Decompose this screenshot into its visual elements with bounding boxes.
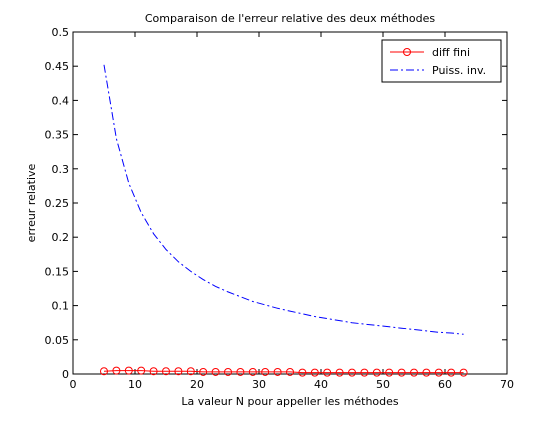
y-tick-label: 0 <box>62 368 69 381</box>
x-tick-label: 60 <box>438 378 452 391</box>
chart-title: Comparaison de l'erreur relative des deu… <box>145 12 436 25</box>
data-point <box>100 367 108 376</box>
y-tick-label: 0.4 <box>52 94 70 107</box>
legend-box <box>381 39 502 83</box>
y-tick-label: 0.2 <box>52 231 70 244</box>
legend-label: Puiss. inv. <box>432 64 486 77</box>
data-point <box>298 368 307 377</box>
data-point <box>434 368 443 377</box>
data-point <box>174 367 183 376</box>
data-point <box>137 366 146 375</box>
x-tick-label: 40 <box>314 378 328 391</box>
x-tick-label: 0 <box>70 378 77 391</box>
y-tick-label: 0.05 <box>45 334 70 347</box>
data-point <box>422 368 431 377</box>
y-tick-label: 0.35 <box>45 129 70 142</box>
data-point <box>447 368 456 377</box>
data-point <box>397 368 406 377</box>
data-point <box>335 368 344 377</box>
axes-layer: 0 10 20 30 40 50 60 70 0 0.05 0.1 0.15 0.2 0.25 0.3 0.3… <box>45 26 515 391</box>
legend-marker <box>403 48 411 56</box>
x-tick-label: 70 <box>500 378 514 391</box>
data-point <box>149 367 158 376</box>
data-point <box>124 366 133 375</box>
legend-label: diff fini <box>432 46 470 59</box>
data-point <box>323 368 332 377</box>
x-tick-label: 30 <box>252 378 266 391</box>
data-point <box>186 367 195 376</box>
x-tick-label: 10 <box>128 378 142 391</box>
data-point <box>248 367 257 376</box>
series-layer <box>100 64 468 377</box>
data-point <box>348 368 356 377</box>
data-point <box>310 368 319 377</box>
y-tick-label: 0.45 <box>45 60 70 73</box>
data-point <box>211 367 220 376</box>
series-line <box>103 370 464 374</box>
y-tick-label: 0.5 <box>52 26 70 39</box>
data-point <box>410 368 418 377</box>
x-tick-label: 20 <box>190 378 204 391</box>
data-point <box>459 368 468 377</box>
y-tick-label: 0.15 <box>45 265 70 278</box>
x-axis-label: La valeur N pour appeller les méthodes <box>181 395 399 408</box>
legend: diff fini Puiss. inv. <box>381 39 502 83</box>
data-point <box>112 366 121 375</box>
data-point <box>224 367 232 376</box>
x-tick-label: 50 <box>376 378 390 391</box>
y-axis-label: erreur relative <box>25 163 38 242</box>
data-point <box>162 367 170 376</box>
data-point <box>385 368 394 377</box>
data-point <box>372 368 381 377</box>
data-point <box>273 367 282 376</box>
data-point <box>199 367 208 376</box>
data-point <box>360 368 369 377</box>
plot-area-frame <box>72 31 508 375</box>
data-point <box>261 367 270 376</box>
y-tick-label: 0.1 <box>52 300 70 313</box>
data-point <box>286 367 294 376</box>
y-tick-label: 0.25 <box>45 197 70 210</box>
y-tick-label: 0.3 <box>52 163 70 176</box>
series-line <box>103 64 464 335</box>
data-point <box>236 367 245 376</box>
